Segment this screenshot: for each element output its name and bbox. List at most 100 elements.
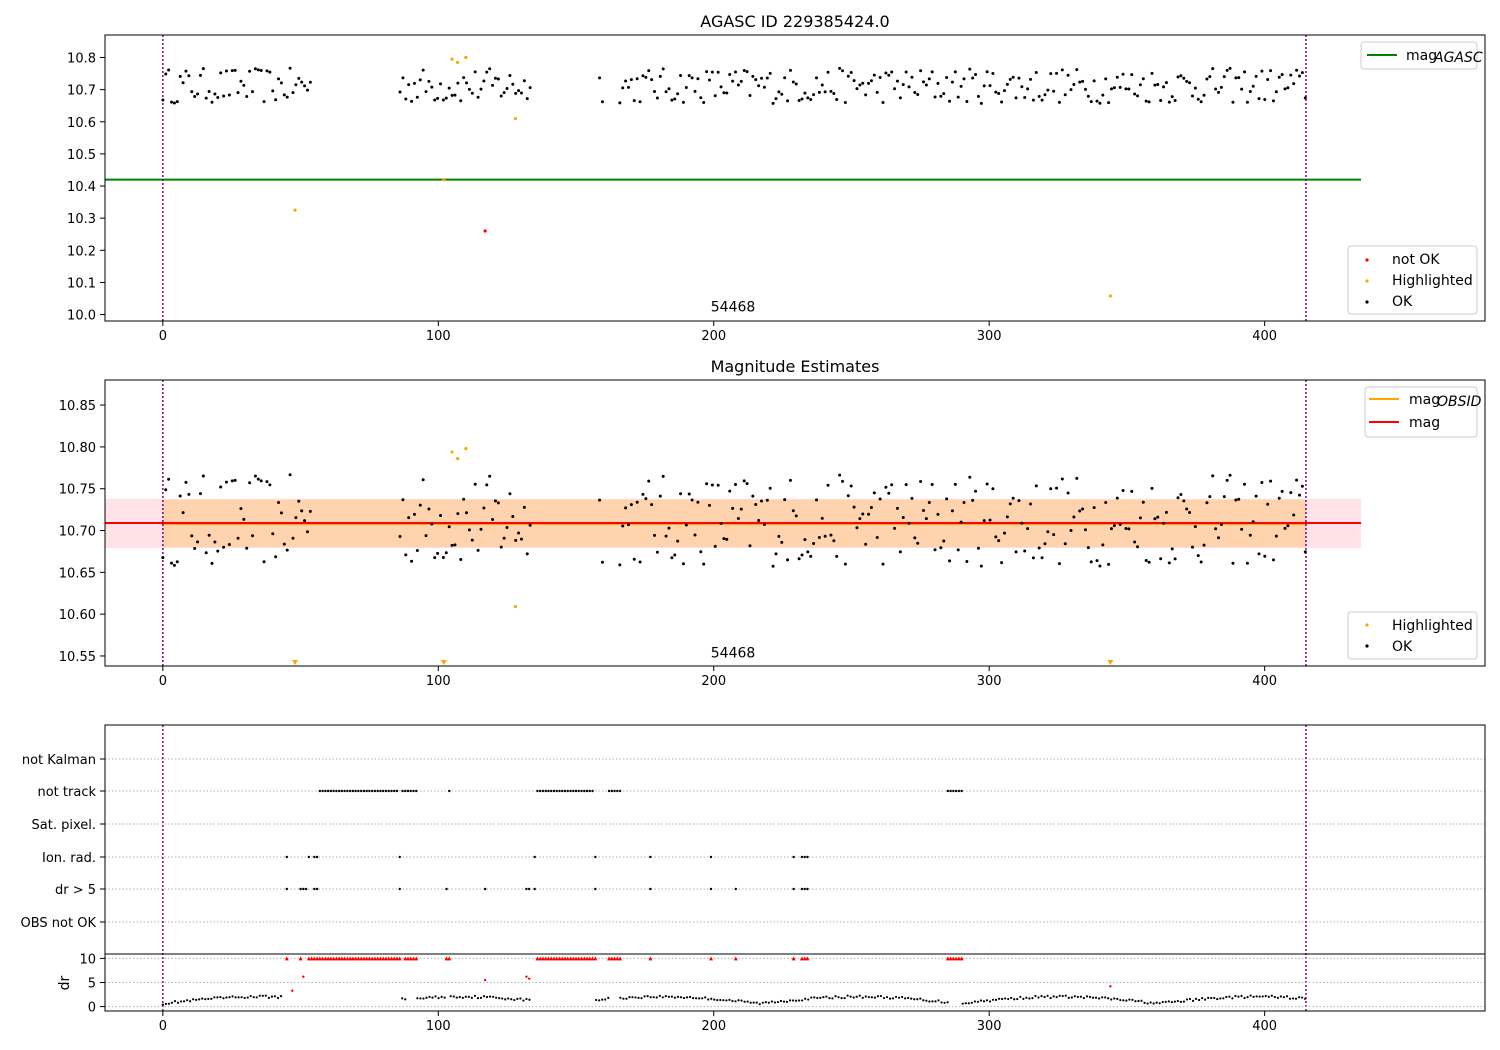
ok-point <box>826 70 830 74</box>
ok-point <box>424 534 428 538</box>
ok-point <box>1075 476 1079 480</box>
dr-point <box>701 997 704 1000</box>
ok-point <box>178 74 182 78</box>
flag-point <box>362 789 366 793</box>
dr-point <box>249 994 252 998</box>
ok-point <box>1063 93 1067 97</box>
ok-point <box>517 89 521 93</box>
ok-point <box>626 85 630 89</box>
dr-point <box>488 995 492 998</box>
ok-point <box>809 554 813 558</box>
ok-point <box>297 499 301 503</box>
dr-point <box>982 1000 986 1003</box>
dr-point <box>1207 996 1210 999</box>
ok-point <box>948 559 952 563</box>
dr-point <box>1213 996 1216 1000</box>
ok-point <box>771 101 775 105</box>
dr-point <box>1270 994 1273 997</box>
ok-point <box>227 93 231 97</box>
ok-point <box>1005 515 1009 519</box>
ok-point <box>1162 521 1166 525</box>
ok-point <box>942 92 946 96</box>
ok-point <box>404 553 408 557</box>
ok-point <box>1049 487 1053 491</box>
ok-point <box>1303 96 1307 100</box>
ok-point <box>1257 97 1261 101</box>
ok-point <box>230 479 234 483</box>
ok-point <box>459 557 463 561</box>
ok-point <box>658 74 662 78</box>
ok-point <box>919 479 923 483</box>
dr-clipped-marker <box>397 956 402 961</box>
legend-subscript-agasc: AGASC <box>1433 50 1483 66</box>
ok-point <box>736 516 740 520</box>
dr-point <box>1043 995 1046 999</box>
dr-point <box>170 1001 174 1004</box>
ok-point <box>1052 533 1056 537</box>
ok-point <box>1245 100 1249 104</box>
ok-point <box>1225 68 1229 72</box>
dr-point <box>258 994 261 997</box>
flag-point <box>393 789 396 793</box>
ok-point <box>809 98 813 102</box>
ok-point <box>456 81 460 85</box>
dr-tick-label: 0 <box>88 1001 96 1016</box>
dr-clipped-marker <box>350 956 355 961</box>
dr-point <box>913 998 916 1001</box>
dr-clipped-marker <box>571 956 576 961</box>
dr-point <box>210 997 213 1000</box>
dr-point <box>185 999 189 1002</box>
ok-point <box>1095 559 1099 563</box>
ok-point <box>1127 87 1131 91</box>
dr-point <box>1040 995 1043 998</box>
ok-point <box>505 525 509 529</box>
y-tick-label: 10.70 <box>59 525 96 540</box>
ok-point <box>1057 100 1061 104</box>
ok-point <box>502 536 506 540</box>
ok-point <box>1164 510 1168 514</box>
ok-point <box>829 533 833 537</box>
ok-point <box>230 69 234 73</box>
dr-point <box>791 999 795 1002</box>
ok-point <box>713 94 717 98</box>
dr-point <box>1076 995 1079 999</box>
flags-panel-frame <box>104 724 1486 1012</box>
ok-point <box>256 68 260 72</box>
dr-point <box>961 1002 964 1005</box>
ok-point <box>771 564 775 568</box>
dr-clipped-marker <box>364 956 369 961</box>
x-tick-label: 400 <box>1252 674 1277 689</box>
dr-point <box>255 996 258 999</box>
flag-point <box>376 789 379 793</box>
ok-point <box>207 89 211 93</box>
ok-point <box>222 545 226 549</box>
ok-point <box>404 97 408 101</box>
ok-point <box>1188 81 1192 85</box>
ok-point <box>1037 546 1041 550</box>
dr-point <box>1140 999 1143 1002</box>
dr-point <box>167 1002 171 1005</box>
ok-point <box>884 71 888 75</box>
dr-point <box>698 997 701 1000</box>
flag-point <box>321 789 324 793</box>
x-tick-label: 200 <box>701 1019 726 1034</box>
ok-point <box>841 479 845 483</box>
ok-point <box>1254 494 1258 498</box>
flag-point <box>588 789 591 793</box>
ok-point <box>1159 98 1163 102</box>
ok-point <box>841 69 845 73</box>
ok-point <box>913 90 917 94</box>
ok-point <box>1118 523 1122 527</box>
flag-point <box>585 789 589 793</box>
ok-point <box>1222 495 1226 499</box>
ok-point <box>415 95 419 99</box>
flag-point <box>610 789 614 793</box>
ok-point <box>1060 68 1064 72</box>
dr-point <box>1031 996 1034 1000</box>
ok-point <box>1136 94 1140 98</box>
ok-point <box>655 96 659 100</box>
ok-point <box>754 502 758 506</box>
ok-point <box>629 503 633 507</box>
ok-point <box>864 93 868 97</box>
dr-clipped-marker <box>348 956 353 961</box>
